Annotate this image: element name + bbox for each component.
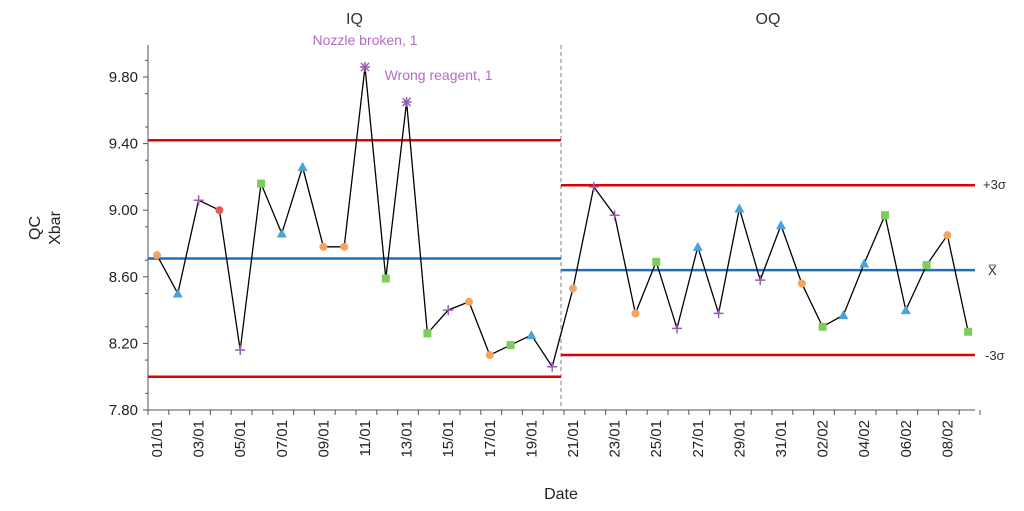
x-tick-label: 03/01 — [191, 420, 208, 458]
data-point — [465, 297, 473, 306]
data-point — [881, 211, 889, 220]
series-layer — [153, 62, 973, 372]
data-point — [588, 181, 599, 192]
x-axis-title: Date — [544, 486, 578, 503]
ucl-label: +3σ — [983, 177, 1006, 192]
data-point — [631, 309, 640, 318]
y-tick-label: 9.00 — [109, 202, 138, 219]
x-tick-label: 02/02 — [815, 420, 832, 458]
data-point — [215, 206, 224, 215]
data-point — [360, 62, 370, 73]
annotation-label: Wrong reagent, 1 — [385, 67, 493, 83]
data-point — [900, 305, 911, 315]
data-point — [423, 329, 432, 338]
phase-title: OQ — [756, 11, 781, 28]
data-point — [964, 327, 973, 336]
phase-title: IQ — [346, 11, 363, 28]
data-point — [381, 274, 390, 283]
data-point — [235, 345, 246, 356]
x-tick-label: 21/01 — [565, 420, 582, 458]
x-tick-label: 15/01 — [440, 420, 457, 458]
labels-layer: IQ OQ +3σ X̅ -3σ Nozzle broken, 1 Wrong reagen… — [312, 11, 1005, 363]
data-point — [172, 288, 183, 298]
data-point — [692, 241, 703, 251]
x-tick-label: 08/02 — [939, 420, 956, 458]
data-point — [526, 330, 537, 340]
x-tick-label: 25/01 — [648, 420, 665, 458]
data-point — [922, 261, 931, 270]
data-point — [713, 308, 724, 319]
data-point — [193, 195, 204, 206]
data-point — [755, 275, 766, 286]
annotation-label: Nozzle broken, 1 — [312, 32, 417, 48]
x-tick-label: 07/01 — [274, 420, 291, 458]
data-point — [672, 323, 682, 334]
x-tick-label: 27/01 — [690, 420, 707, 458]
data-point — [443, 305, 454, 316]
x-tick-label: 11/01 — [357, 420, 374, 456]
data-point — [797, 279, 806, 288]
y-tick-label: 7.80 — [109, 402, 138, 419]
data-point — [319, 242, 328, 251]
data-point — [569, 284, 577, 293]
x-tick-label: 29/01 — [731, 420, 748, 458]
axes-layer: 7.80 8.20 8.60 9.00 9.40 9.80 01/01 03/01 05/01 0… — [109, 45, 981, 458]
y-axis-title-line2: Xbar — [47, 210, 64, 244]
data-point — [734, 203, 745, 213]
control-lines-layer — [148, 45, 975, 410]
data-point — [257, 179, 265, 188]
data-point — [859, 258, 870, 268]
center-label: X̅ — [988, 263, 997, 278]
x-tick-label: 04/02 — [856, 420, 873, 458]
y-tick-label: 9.40 — [109, 136, 138, 153]
lcl-label: -3σ — [985, 348, 1005, 363]
data-point — [506, 341, 515, 350]
series-line — [156, 66, 969, 369]
y-tick-label: 8.20 — [109, 335, 138, 352]
data-point — [276, 228, 287, 238]
x-tick-label: 17/01 — [482, 420, 499, 458]
y-tick-label: 8.60 — [109, 269, 138, 286]
x-tick-label: 31/01 — [773, 420, 790, 458]
y-axis-title-line1: QC — [27, 216, 44, 240]
data-point — [547, 361, 558, 372]
x-tick-label: 09/01 — [315, 420, 332, 458]
data-point — [153, 251, 161, 260]
data-point — [818, 322, 827, 331]
data-point — [652, 257, 661, 266]
data-point — [943, 231, 952, 240]
data-point — [340, 242, 349, 251]
x-tick-label: 06/02 — [898, 420, 915, 458]
data-point — [776, 220, 786, 230]
data-point — [297, 161, 308, 171]
data-point — [609, 210, 620, 221]
y-tick-label: 9.80 — [109, 69, 138, 86]
data-point — [401, 96, 412, 107]
x-tick-label: 05/01 — [232, 420, 249, 458]
x-tick-label: 19/01 — [523, 420, 540, 458]
x-tick-label: 01/01 — [149, 420, 166, 458]
x-tick-label: 23/01 — [607, 420, 624, 458]
x-tick-label: 13/01 — [399, 420, 416, 458]
data-point — [838, 310, 849, 320]
data-point — [485, 351, 494, 360]
